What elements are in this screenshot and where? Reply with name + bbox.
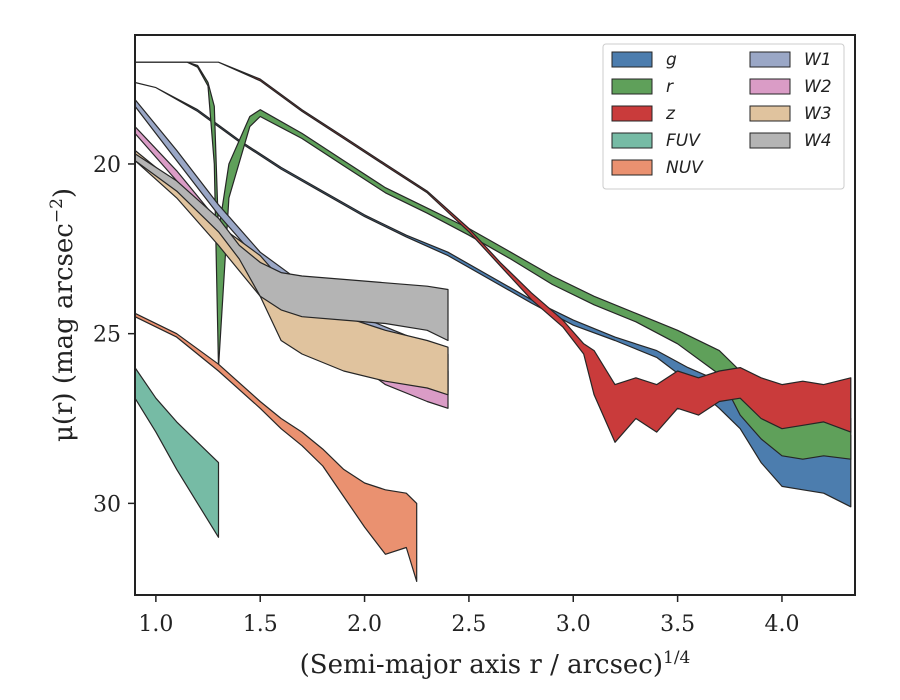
legend-label-fuv: FUV [666,131,701,151]
x-tick-label: 1.0 [138,612,173,637]
legend-label-w3: W3 [804,104,832,124]
y-tick-label: 25 [93,323,121,348]
plot-frame [134,34,856,596]
legend-swatch-nuv [611,159,653,176]
x-tick-label: 2.0 [347,612,382,637]
x-axis-title: (Semi-major axis r / arcsec)1/4 [300,648,691,680]
band-w3 [134,149,449,396]
band-w4 [134,153,449,342]
y-tick-label: 30 [93,492,121,517]
x-tick-label: 2.5 [451,612,486,637]
band-fuv [134,367,220,538]
y-axis: 20 25 30 [93,153,135,517]
legend-swatch-r [611,78,653,95]
x-tick-label: 3.5 [660,612,695,637]
legend-label-w4: W4 [804,131,832,151]
band-nuv [134,312,418,582]
legend-items: grz FUV NUV W1 W2 W3 W4 [611,50,832,178]
legend-swatch-w1 [749,51,791,68]
y-tick-label: 20 [93,153,121,178]
legend-label-z: z [665,104,676,124]
x-axis: 1.0 1.5 2.0 2.5 3.0 3.5 4.0 [138,595,799,637]
legend-label-g: g [666,50,677,70]
legend-label-r: r [666,77,674,97]
x-tick-label: 1.5 [243,612,278,637]
legend-swatch-w4 [749,132,791,149]
y-axis-title: μ(r) (mag arcsec−2) [47,188,79,442]
x-tick-label: 3.0 [556,612,591,637]
legend-label-w1: W1 [804,50,832,70]
legend-swatch-g [611,51,653,68]
legend-swatch-z [611,105,653,122]
legend-swatch-w3 [749,105,791,122]
band-g [134,81,852,508]
legend-swatch-fuv [611,132,653,149]
series-layer [134,61,852,582]
legend-swatch-w2 [749,78,791,95]
legend-label-w2: W2 [804,77,832,97]
band-z [134,61,852,443]
legend-label-nuv: NUV [666,158,704,178]
legend: grz FUV NUV W1 W2 W3 W4 [602,43,845,190]
x-tick-label: 4.0 [764,612,799,637]
